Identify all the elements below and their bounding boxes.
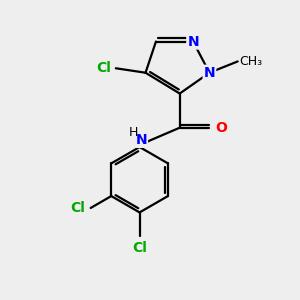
Text: Cl: Cl	[132, 241, 147, 255]
Text: N: N	[204, 66, 215, 80]
Text: O: O	[215, 121, 227, 135]
Text: CH₃: CH₃	[239, 55, 262, 68]
Text: N: N	[135, 133, 147, 147]
Text: Cl: Cl	[97, 61, 111, 75]
Text: H: H	[128, 126, 138, 139]
Text: Cl: Cl	[70, 201, 85, 215]
Text: N: N	[187, 34, 199, 49]
